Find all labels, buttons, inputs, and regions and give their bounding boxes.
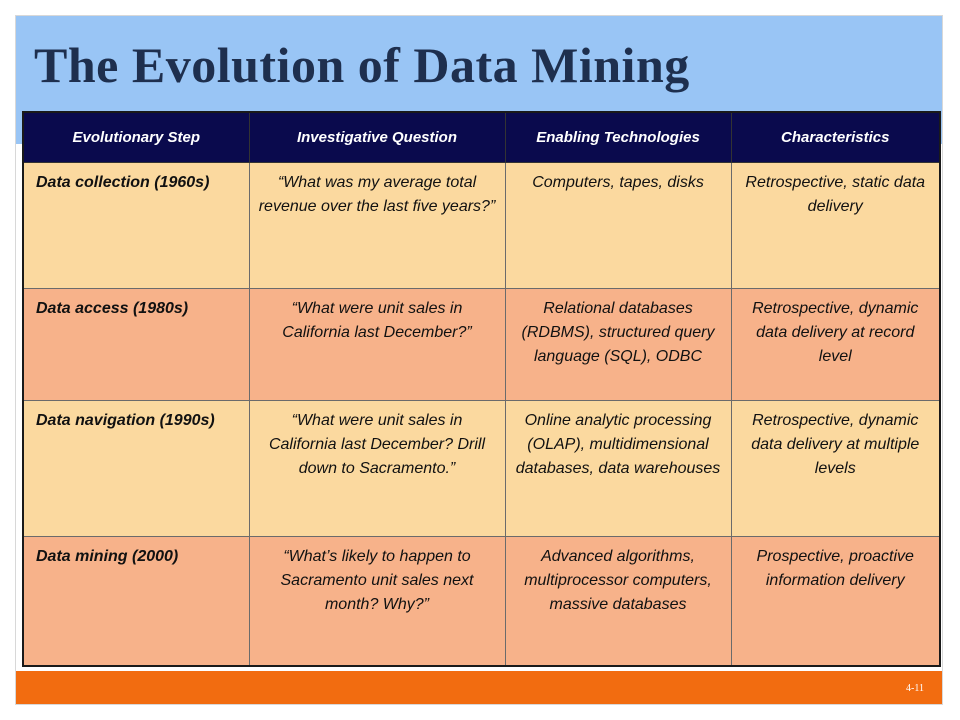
- table-row: Data access (1980s) “What were unit sale…: [22, 287, 941, 401]
- header-evolutionary-step: Evolutionary Step: [22, 111, 250, 163]
- question-cell: “What were unit sales in California last…: [248, 287, 506, 401]
- table-header-row: Evolutionary Step Investigative Question…: [22, 111, 941, 163]
- table-row: Data mining (2000) “What’s likely to hap…: [22, 535, 941, 667]
- header-investigative-question: Investigative Question: [248, 111, 506, 163]
- footer-band: 4-11: [16, 671, 942, 704]
- table-row: Data navigation (1990s) “What were unit …: [22, 399, 941, 537]
- step-cell: Data navigation (1990s): [22, 399, 250, 537]
- technologies-cell: Computers, tapes, disks: [504, 161, 732, 289]
- characteristics-cell: Retrospective, static data delivery: [730, 161, 941, 289]
- table-row: Data collection (1960s) “What was my ave…: [22, 161, 941, 289]
- characteristics-cell: Retrospective, dynamic data delivery at …: [730, 399, 941, 537]
- question-cell: “What’s likely to happen to Sacramento u…: [248, 535, 506, 667]
- technologies-cell: Relational databases (RDBMS), structured…: [504, 287, 732, 401]
- question-cell: “What were unit sales in California last…: [248, 399, 506, 537]
- slide-title: The Evolution of Data Mining: [34, 37, 690, 93]
- evolution-table: Evolutionary Step Investigative Question…: [22, 111, 941, 667]
- characteristics-cell: Retrospective, dynamic data delivery at …: [730, 287, 941, 401]
- header-characteristics: Characteristics: [730, 111, 941, 163]
- step-cell: Data collection (1960s): [22, 161, 250, 289]
- technologies-cell: Online analytic processing (OLAP), multi…: [504, 399, 732, 537]
- characteristics-cell: Prospective, proactive information deliv…: [730, 535, 941, 667]
- question-cell: “What was my average total revenue over …: [248, 161, 506, 289]
- page-number: 4-11: [906, 683, 924, 694]
- header-enabling-technologies: Enabling Technologies: [504, 111, 732, 163]
- step-cell: Data access (1980s): [22, 287, 250, 401]
- step-cell: Data mining (2000): [22, 535, 250, 667]
- technologies-cell: Advanced algorithms, multiprocessor comp…: [504, 535, 732, 667]
